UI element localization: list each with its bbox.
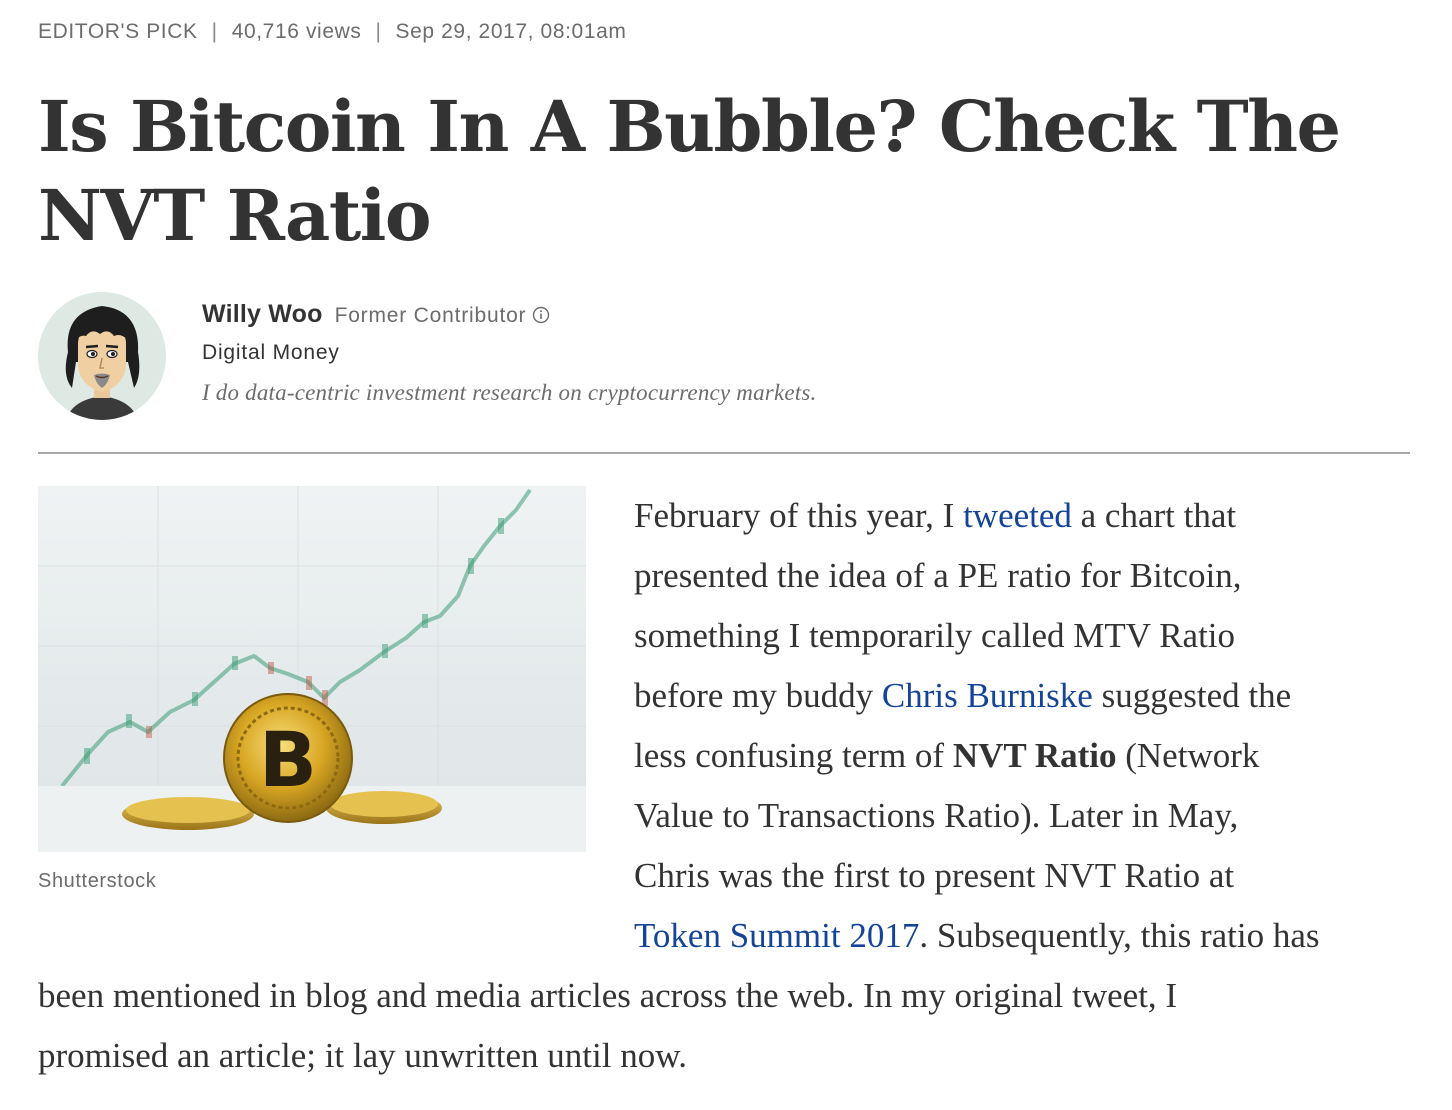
bitcoin-chart-photo: B [38,486,586,852]
article-meta: EDITOR'S PICK | 40,716 views | Sep 29, 2017,… [38,20,626,44]
publish-date: Sep 29, 2017, 08:01am [395,20,627,43]
meta-separator: | [211,20,218,43]
paragraph-line: promised an article; it lay unwritten un… [38,1036,687,1075]
text-run: less confusing term of [634,736,953,775]
avatar-illustration [65,306,140,420]
paragraph-line: before my buddy Chris Burniske suggested… [634,666,1414,726]
meta-separator: | [375,20,382,43]
nvt-ratio-bold: NVT Ratio [952,736,1117,775]
author-role: Former Contributor [334,304,527,327]
paragraph-line: something I temporarily called MTV Ratio [634,616,1236,655]
token-summit-link[interactable]: Token Summit 2017 [634,916,920,955]
author-name-link[interactable]: Willy Woo [202,300,323,328]
byline-divider [38,452,1410,454]
text-run: . Subsequently, this ratio has [919,916,1320,955]
article-hero-image[interactable]: B [38,486,586,852]
author-line: Willy Woo Former Contributor [202,300,550,329]
author-bio: I do data-centric investment research on… [202,380,817,405]
paragraph-line: less confusing term of NVT Ratio (Networ… [634,726,1414,786]
author-channel[interactable]: Digital Money [202,341,340,364]
paragraph-line: presented the idea of a PE ratio for Bit… [634,556,1242,595]
author-avatar[interactable] [38,292,166,420]
paragraph-line: Value to Transactions Ratio). Later in M… [634,796,1239,835]
text-run: February of this year, I [634,496,964,535]
editors-pick-label: EDITOR'S PICK [38,20,198,43]
text-run: (Network [1116,736,1260,775]
chris-burniske-link[interactable]: Chris Burniske [881,676,1093,715]
info-circle-icon[interactable] [532,306,550,324]
article-paragraph: February of this year, I tweeted a chart… [38,486,1414,1086]
text-run: suggested the [1092,676,1292,715]
view-count: 40,716 views [231,20,362,43]
article-title-line: NVT Ratio [38,174,432,257]
paragraph-line: Token Summit 2017. Subsequently, this ra… [634,906,1414,966]
paragraph-line: February of this year, I tweeted a chart… [634,486,1414,546]
article-title: Is Bitcoin In A Bubble? Check The NVT Ra… [38,82,1368,260]
paragraph-line: Chris was the first to present NVT Ratio… [634,856,1235,895]
image-caption: Shutterstock [38,870,157,892]
bitcoin-coin-letter: B [259,715,317,804]
tweeted-link[interactable]: tweeted [963,496,1072,535]
article-title-line: Is Bitcoin In A Bubble? Check The [38,85,1341,168]
text-run: a chart that [1071,496,1237,535]
text-run: before my buddy [634,676,882,715]
paragraph-line: been mentioned in blog and media article… [38,976,1178,1015]
